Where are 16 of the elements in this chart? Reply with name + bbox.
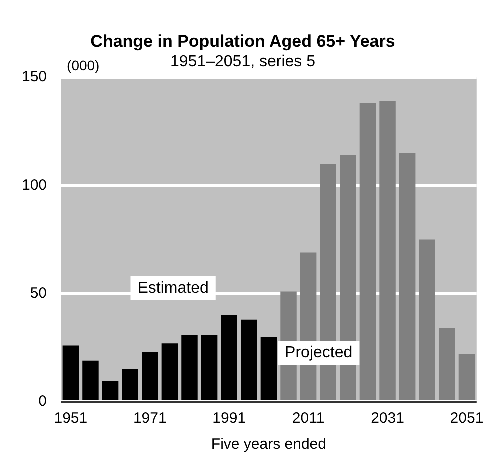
x-tick-label: 2011 <box>292 410 325 428</box>
x-tick-label: 1971 <box>133 410 167 428</box>
y-tick-label: 0 <box>38 393 48 410</box>
chart-title: Change in Population Aged 65+ Years <box>90 32 396 51</box>
y-tick-label: 100 <box>22 176 48 194</box>
x-tick-label: 1951 <box>54 410 88 428</box>
y-tick-label: 50 <box>30 285 48 302</box>
annotation: Projected <box>285 344 353 362</box>
x-axis-title: Five years ended <box>211 436 326 454</box>
y-tick-label: 150 <box>22 68 48 86</box>
x-tick-label: 1991 <box>212 410 246 428</box>
y-axis-title: (000) <box>67 57 100 74</box>
chart-subtitle: 1951–2051, series 5 <box>170 53 316 70</box>
annotation: Estimated <box>138 280 209 297</box>
x-tick-label: 2051 <box>450 410 484 428</box>
x-tick-label: 2031 <box>371 410 404 428</box>
